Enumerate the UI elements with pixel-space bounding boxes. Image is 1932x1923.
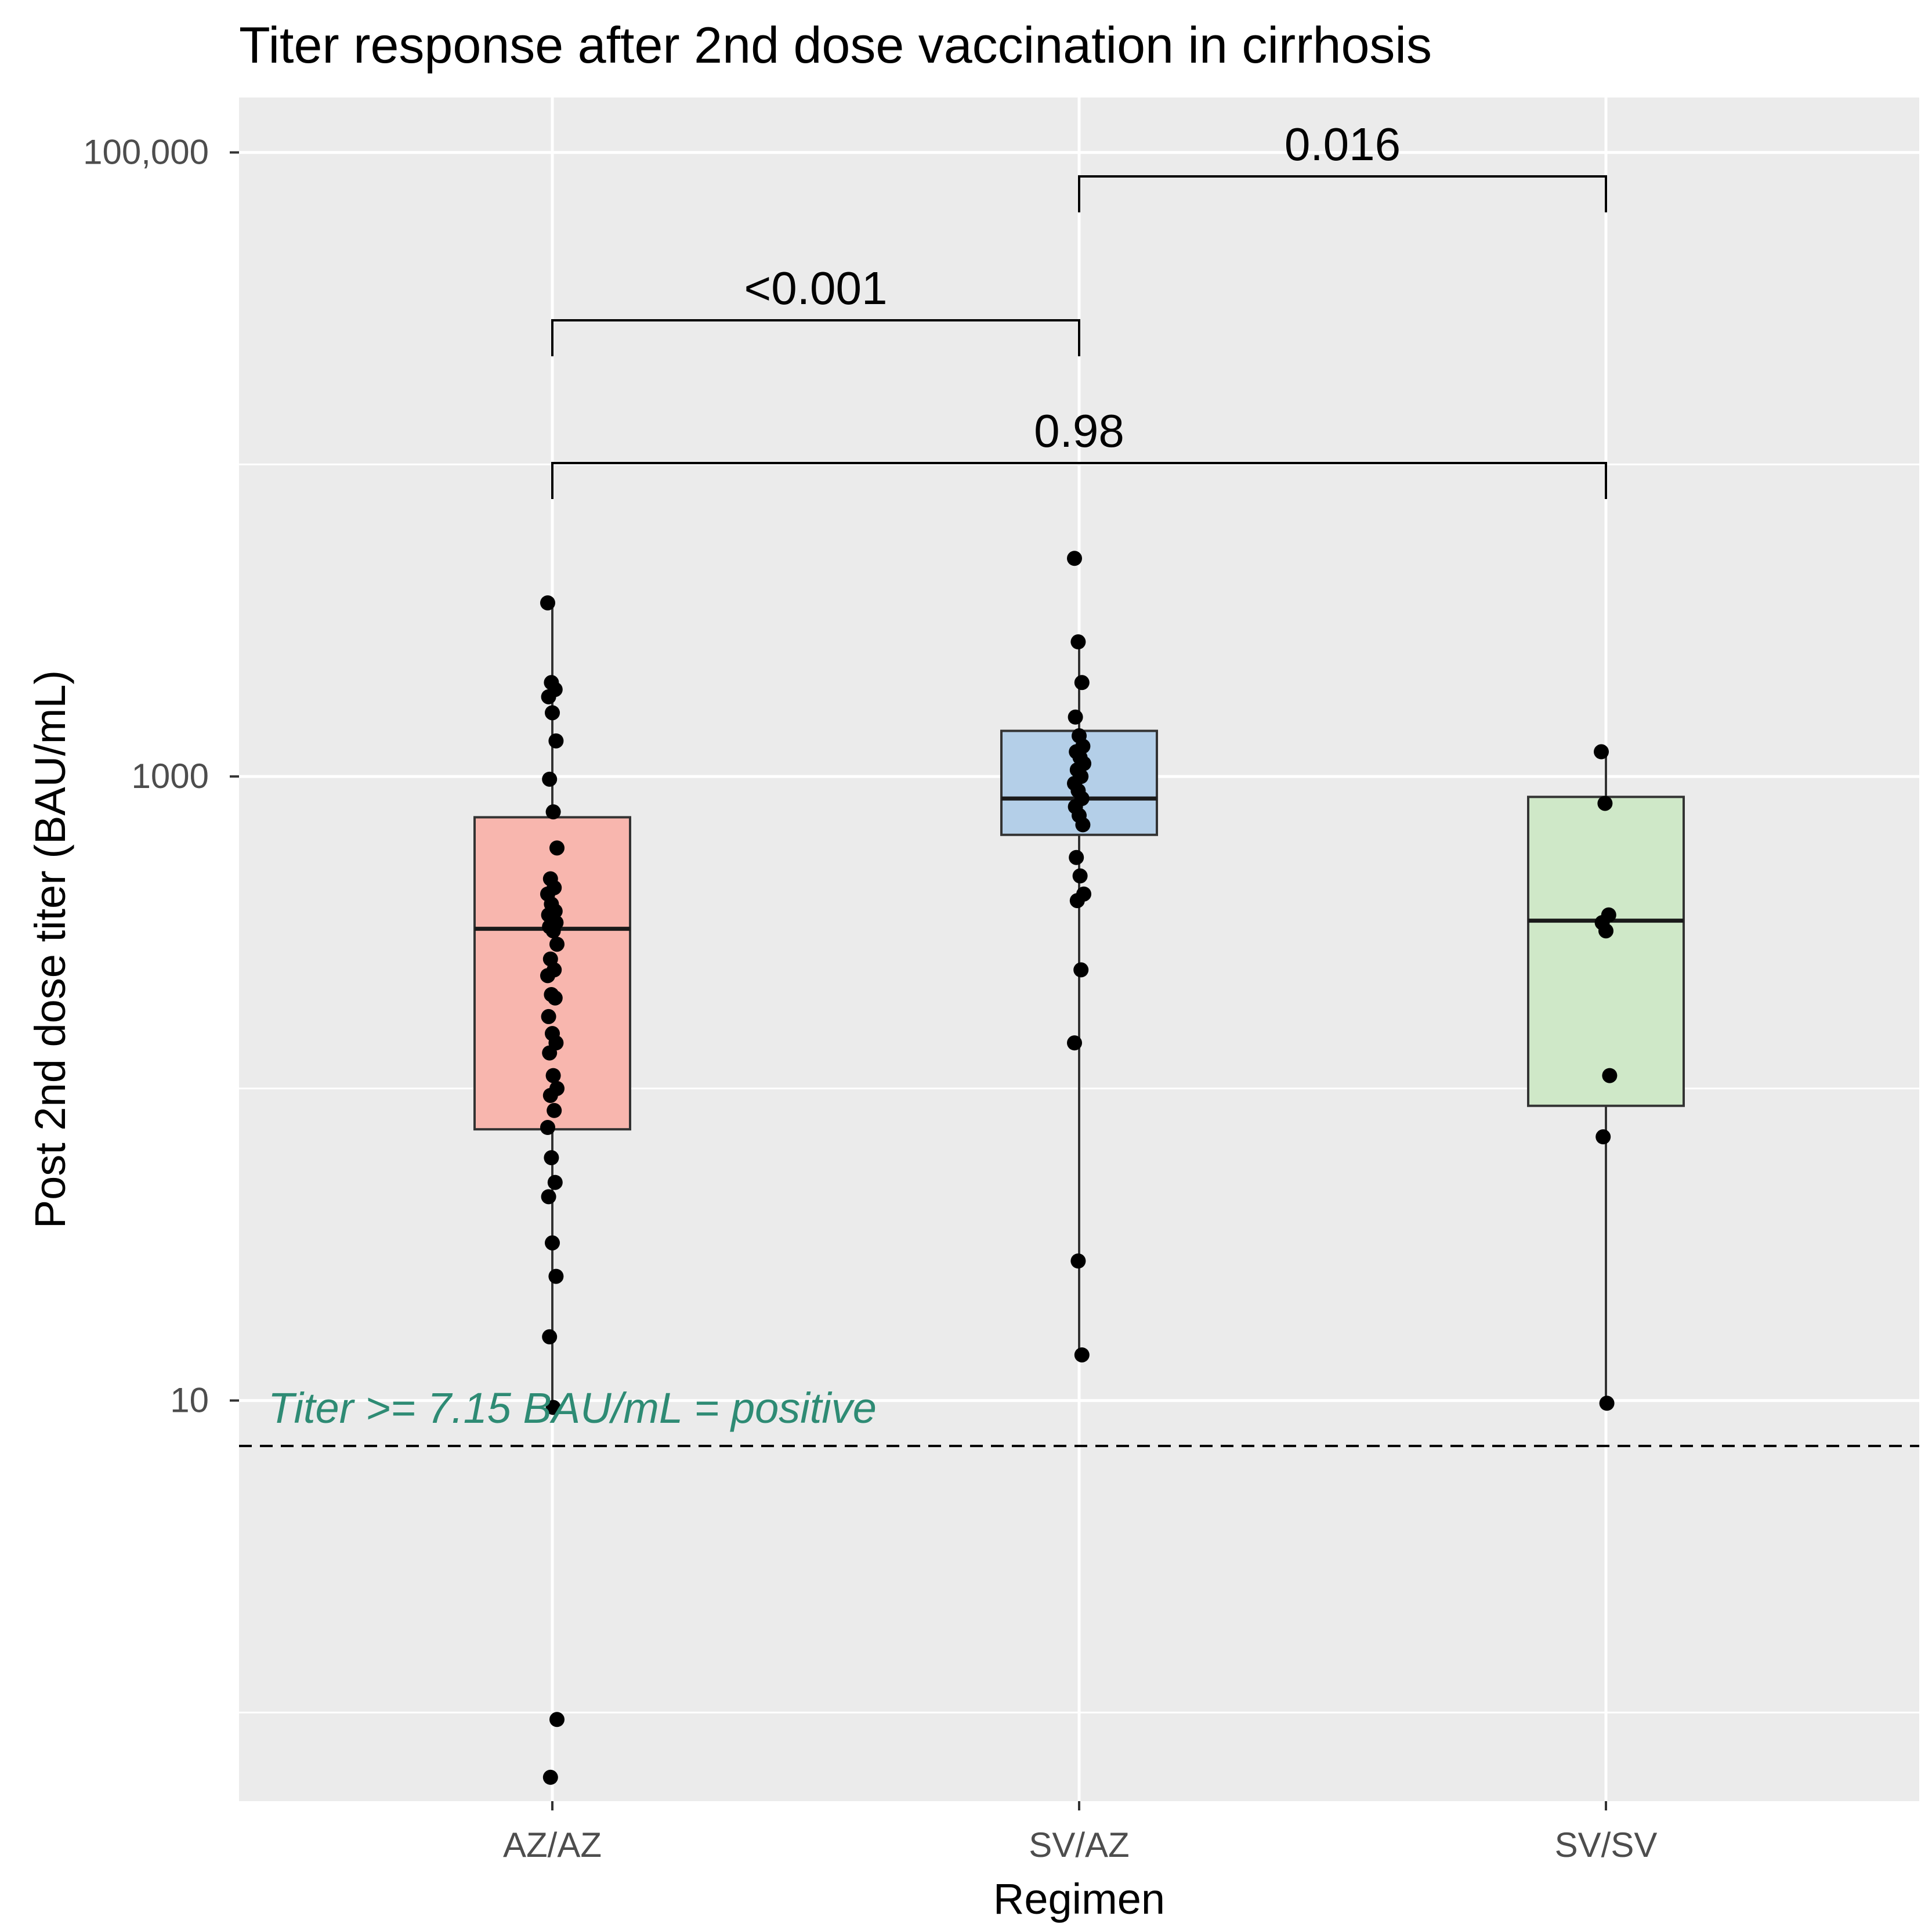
data-point <box>540 1120 555 1136</box>
data-point <box>1074 1347 1090 1362</box>
data-point <box>1074 675 1090 691</box>
data-point <box>1073 962 1089 978</box>
y-axis-title: Post 2nd dose titer (BAU/mL) <box>26 670 74 1228</box>
data-point <box>547 990 563 1006</box>
data-point <box>547 1103 562 1118</box>
data-point <box>1594 744 1609 760</box>
data-point <box>1069 850 1084 865</box>
data-point <box>548 733 564 749</box>
data-points <box>540 551 1618 1785</box>
data-point <box>547 1174 563 1190</box>
chart-title: Titer response after 2nd dose vaccinatio… <box>239 16 1432 74</box>
data-point <box>545 1235 560 1250</box>
threshold-annotation: Titer >= 7.15 BAU/mL = positive <box>268 1384 877 1432</box>
comparison-p-value: 0.98 <box>1034 405 1124 457</box>
data-point <box>549 937 565 952</box>
data-point <box>542 1087 558 1103</box>
data-point <box>541 1189 556 1205</box>
data-point <box>541 689 556 704</box>
data-point <box>545 923 561 939</box>
data-point <box>544 1150 559 1166</box>
x-tick-label: SV/AZ <box>1029 1826 1129 1864</box>
data-point <box>549 840 565 856</box>
data-point <box>1597 796 1613 811</box>
data-point <box>542 771 558 787</box>
data-point <box>1598 923 1613 939</box>
y-tick-label: 100,000 <box>83 133 209 172</box>
data-point <box>1068 709 1083 725</box>
x-axis: AZ/AZ SV/AZ SV/SV <box>503 1801 1657 1864</box>
data-point <box>1069 893 1085 909</box>
data-point <box>1072 868 1088 884</box>
comparison-p-value: <0.001 <box>744 262 888 314</box>
data-point <box>1599 1396 1615 1411</box>
data-point <box>545 705 560 721</box>
box-iqr <box>1527 796 1685 1107</box>
comparison-p-value: 0.016 <box>1285 118 1401 170</box>
y-axis: 10 1000 100,000 <box>83 133 239 1420</box>
data-point <box>545 1068 561 1083</box>
data-point <box>542 1769 558 1785</box>
y-tick-label: 10 <box>170 1381 209 1420</box>
comparison-bracket <box>1078 175 1607 212</box>
comparison-bracket <box>551 319 1080 356</box>
x-tick-label: AZ/AZ <box>503 1826 602 1864</box>
data-point <box>1602 1068 1618 1083</box>
data-point <box>1070 634 1086 650</box>
data-point <box>540 595 555 610</box>
data-point <box>542 1329 558 1344</box>
data-point <box>549 1712 565 1727</box>
data-point <box>1595 1129 1611 1145</box>
data-point <box>548 1268 564 1284</box>
data-point <box>545 1400 561 1415</box>
data-point <box>542 1045 558 1061</box>
x-tick-label: SV/SV <box>1555 1826 1658 1864</box>
comparison-brackets: <0.001 0.016 0.98 <box>551 118 1607 499</box>
data-point <box>540 968 555 984</box>
comparison-bracket <box>551 462 1607 499</box>
data-point <box>1075 817 1091 833</box>
x-axis-title: Regimen <box>993 1875 1165 1923</box>
data-point <box>545 804 561 820</box>
data-point <box>1067 1035 1082 1051</box>
data-point <box>1067 551 1082 566</box>
data-point <box>1070 1253 1086 1269</box>
data-point <box>541 1009 556 1024</box>
y-tick-label: 1000 <box>132 757 209 796</box>
